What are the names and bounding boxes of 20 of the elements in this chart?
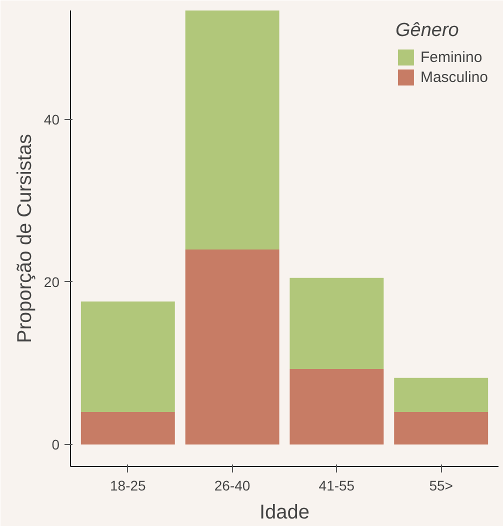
bar: [185, 10, 280, 250]
bar: [290, 368, 384, 445]
x-tick-label: 41-55: [318, 478, 355, 494]
bar: [80, 412, 175, 445]
bar: [394, 378, 488, 412]
y-axis-title: Proporção de Cursistas: [14, 134, 36, 343]
legend-title: Gênero: [395, 20, 460, 42]
x-tick-label: 55>: [429, 478, 453, 494]
bar: [394, 412, 488, 445]
x-tick-label: 18-25: [110, 478, 146, 494]
legend-label: Masculino: [420, 68, 488, 86]
y-tick-label: 40: [44, 111, 60, 128]
bar: [290, 278, 384, 369]
y-tick-label: 20: [44, 274, 60, 290]
x-axis-title: Idade: [259, 502, 310, 524]
bar: [185, 249, 280, 445]
x-tick-label: 26-40: [214, 478, 250, 494]
y-tick-label: 0: [52, 436, 60, 453]
bar: [80, 301, 175, 412]
legend-label: Feminino: [420, 48, 482, 66]
